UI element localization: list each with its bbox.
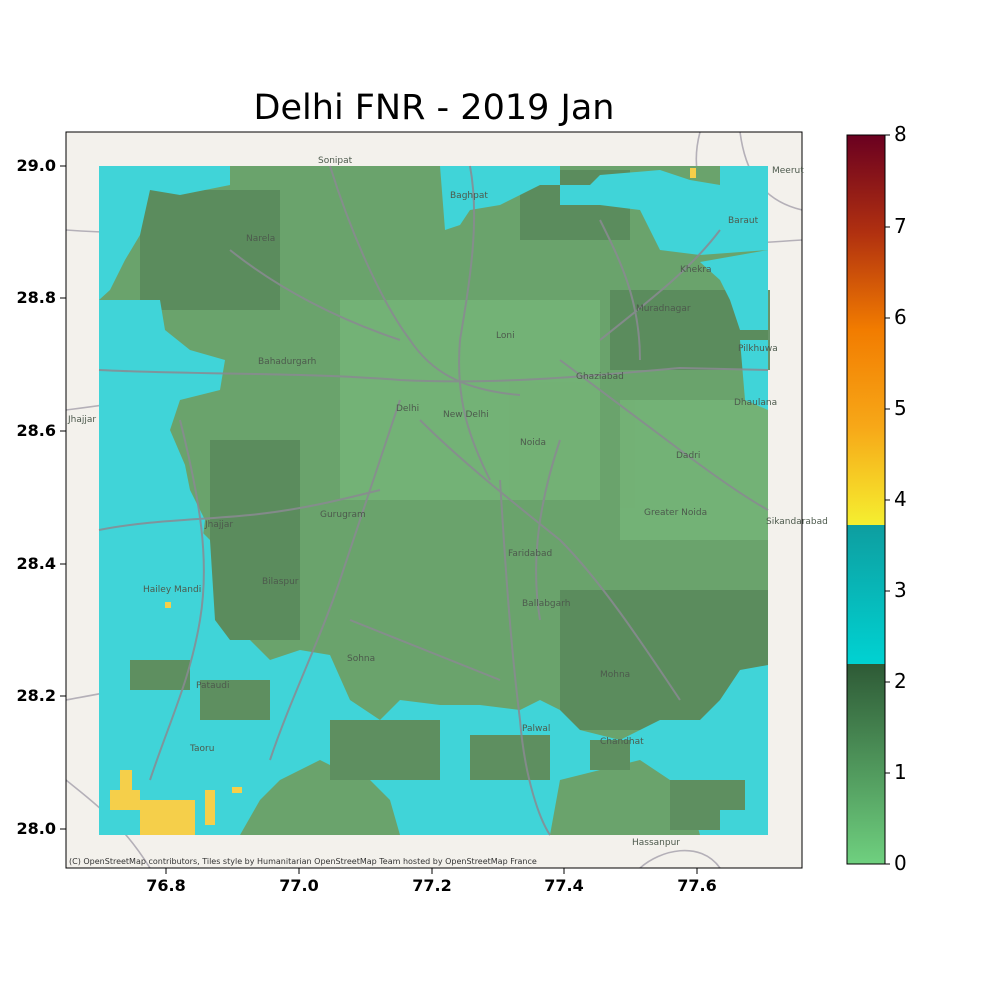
heatmap-dark-patch	[140, 190, 280, 310]
heatmap-green-island	[670, 780, 720, 830]
place-label: Sohna	[347, 654, 376, 664]
y-ticks	[60, 165, 66, 830]
heatmap-cyan-east	[740, 340, 768, 410]
heatmap-green-island	[720, 780, 745, 810]
x-ticks	[165, 868, 698, 874]
colorbar-ticks	[885, 134, 890, 865]
heatmap-yellow-patch	[120, 770, 132, 790]
colorbar-tick-label: 0	[894, 851, 907, 875]
colorbar-tick-label: 8	[894, 122, 907, 146]
place-label: Jhajjar	[205, 520, 234, 530]
x-tick-label: 77.2	[412, 876, 452, 895]
colorbar-tick-label: 4	[894, 487, 907, 511]
place-label: Sikandarabad	[766, 517, 828, 527]
heatmap-dark-patch	[210, 440, 300, 640]
colorbar-tick-label: 7	[894, 214, 907, 238]
heatmap-yellow-patch	[165, 602, 171, 608]
place-label: Baghpat	[450, 191, 488, 201]
x-tick-label: 76.8	[146, 876, 186, 895]
place-label: Bilaspur	[262, 577, 299, 587]
place-label: Ghaziabad	[576, 372, 624, 382]
colorbar-tick-label: 6	[894, 305, 907, 329]
y-tick-label: 28.6	[16, 421, 56, 440]
heatmap-green-island	[130, 660, 190, 690]
heatmap-cyan-west-lower	[99, 490, 230, 640]
place-label: Baraut	[728, 216, 759, 226]
road-overlay	[98, 165, 769, 836]
colorbar-tick-label: 1	[894, 760, 907, 784]
colorbar-segment-warm	[847, 135, 885, 525]
place-label: Dhaulana	[734, 398, 778, 408]
place-label: Meerut	[772, 166, 804, 176]
heatmap-green-island	[330, 720, 440, 780]
place-label: Noida	[520, 438, 546, 448]
map-attribution: (C) OpenStreetMap contributors, Tiles st…	[69, 857, 537, 866]
colorbar-tick-label: 3	[894, 578, 907, 602]
heatmap-light-patch	[340, 300, 600, 500]
place-label: Pataudi	[196, 681, 230, 691]
y-tick-label: 28.4	[16, 554, 56, 573]
heatmap-yellow-patch	[690, 168, 696, 178]
place-label: Khekra	[680, 265, 712, 275]
chart-title: Delhi FNR - 2019 Jan	[253, 88, 615, 128]
place-label: Hailey Mandi	[143, 585, 202, 595]
place-label: Bahadurgarh	[258, 357, 317, 367]
axes-frame	[65, 131, 803, 869]
place-label: New Delhi	[443, 410, 489, 420]
x-tick-label: 77.4	[544, 876, 584, 895]
heatmap-green-island	[200, 680, 270, 720]
colorbar-tick-label: 5	[894, 396, 907, 420]
place-label: Narela	[246, 234, 276, 244]
place-label: Dadri	[676, 451, 701, 461]
colorbar-segment-cyan	[847, 525, 885, 664]
colorbar-segment-green	[847, 664, 885, 864]
heatmap-green-island	[470, 735, 550, 780]
colorbar-tick-label: 2	[894, 669, 907, 693]
heatmap-yellow-patch	[110, 790, 140, 810]
place-label: Loni	[496, 331, 515, 341]
y-tick-label: 28.8	[16, 288, 56, 307]
place-label: Gurugram	[320, 510, 366, 520]
place-label: Muradnagar	[636, 304, 691, 314]
heatmap-cyan-north	[440, 166, 768, 255]
place-label: Ballabgarh	[522, 599, 571, 609]
place-label: Taoru	[190, 744, 215, 754]
heatmap	[98, 165, 770, 836]
place-label: Pilkhuwa	[738, 344, 778, 354]
x-tick-label: 77.0	[279, 876, 319, 895]
place-label: Mohna	[600, 670, 631, 680]
y-tick-label: 28.2	[16, 686, 56, 705]
heatmap-yellow-patch	[232, 787, 242, 793]
heatmap-yellow-patch	[140, 800, 195, 835]
place-label: Hassanpur	[632, 838, 680, 848]
heatmap-green-island	[590, 740, 630, 770]
place-label: Delhi	[396, 404, 420, 414]
colorbar	[846, 134, 890, 865]
y-tick-label: 28.0	[16, 819, 56, 838]
x-tick-label: 77.6	[677, 876, 717, 895]
place-label: Faridabad	[508, 549, 553, 559]
heatmap-cyan-north-east	[700, 250, 768, 330]
y-tick-label: 29.0	[16, 156, 56, 175]
heatmap-yellow-patch	[205, 790, 215, 825]
place-label: Jhajjar	[68, 415, 97, 425]
place-label: Sonipat	[318, 156, 353, 166]
place-label: Palwal	[522, 724, 551, 734]
heatmap-cyan-north	[99, 166, 230, 300]
place-label: Greater Noida	[644, 508, 708, 518]
place-label: Chandhat	[600, 737, 644, 747]
